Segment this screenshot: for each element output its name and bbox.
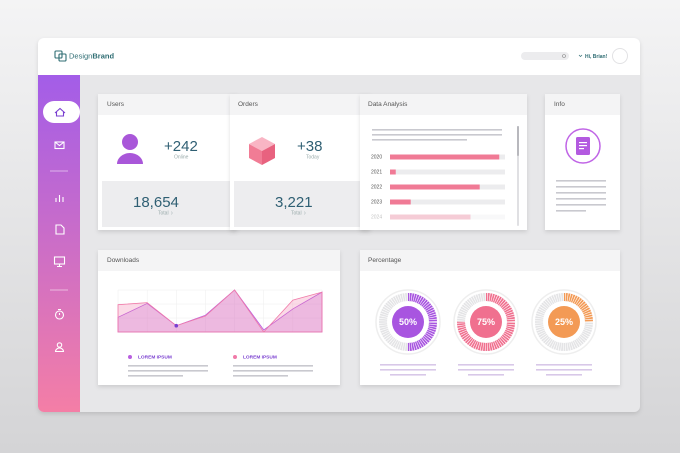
placeholder-text xyxy=(468,374,504,376)
orders-icon xyxy=(249,137,275,165)
bar-label: 2023 xyxy=(371,199,382,205)
bar xyxy=(390,154,500,160)
bar-label: 2020 xyxy=(371,154,382,160)
donut-ticks xyxy=(534,292,594,352)
orders-delta-label: Today xyxy=(306,154,320,160)
donut-outer xyxy=(375,289,441,355)
chevron[interactable] xyxy=(303,211,306,215)
home-icon[interactable] xyxy=(54,107,66,117)
chart-icon[interactable] xyxy=(55,195,64,202)
bar xyxy=(390,199,411,205)
logo-regular: Design xyxy=(69,51,92,60)
card-header xyxy=(230,94,370,115)
users-delta-label: Online xyxy=(174,154,189,160)
donut-list: 50% 75% 25% xyxy=(375,289,597,376)
document-icon[interactable] xyxy=(55,224,65,235)
monitor-icon[interactable] xyxy=(53,256,66,268)
bar-list: 2020 2021 2022 2023 2024 xyxy=(371,154,505,220)
area-chart: LOREM IPSUM LOREM IPSUM xyxy=(117,289,323,360)
bar xyxy=(390,214,471,220)
users-icon xyxy=(117,134,143,164)
donut-label: 50% xyxy=(399,317,417,327)
sidebar xyxy=(38,75,80,412)
donut-outer xyxy=(531,289,597,355)
area xyxy=(117,289,323,333)
bar-label: 2021 xyxy=(371,169,382,175)
card-title: Data Analysis xyxy=(368,101,408,108)
placeholder-text xyxy=(546,374,582,376)
card-title: Downloads xyxy=(107,257,140,264)
orders-total-panel xyxy=(234,181,366,227)
donut-center xyxy=(470,306,502,338)
nav-home-active[interactable] xyxy=(43,101,80,123)
card-title: Info xyxy=(554,101,565,108)
user-icon[interactable] xyxy=(54,342,65,353)
card-header xyxy=(360,250,620,271)
donut-center xyxy=(548,306,580,338)
chevron[interactable] xyxy=(170,211,173,215)
dropdown-icon[interactable] xyxy=(578,54,583,57)
bar-label: 2024 xyxy=(371,214,382,220)
point xyxy=(174,323,179,328)
card-header xyxy=(98,250,340,271)
placeholder-text xyxy=(380,369,436,371)
bar-track xyxy=(390,199,505,205)
bar xyxy=(390,184,480,190)
info-icon-lines xyxy=(579,142,587,150)
placeholder-text xyxy=(380,364,436,366)
placeholder-text xyxy=(390,374,426,376)
orders-total-label: Total xyxy=(291,210,302,216)
placeholder-text xyxy=(372,129,502,141)
placeholder-text xyxy=(128,365,313,377)
card-title: Orders xyxy=(238,101,259,108)
donut-ticks xyxy=(378,292,438,352)
orders-total: 3,221 xyxy=(275,194,313,211)
card-header xyxy=(98,94,237,115)
donut-center xyxy=(392,306,424,338)
placeholder-text xyxy=(536,364,592,366)
legend-label: LOREM IPSUM xyxy=(243,354,277,360)
logo-text: DesignBrand xyxy=(69,51,114,60)
bar-track xyxy=(390,169,505,175)
donut-label: 25% xyxy=(555,317,573,327)
orders-delta: +38 xyxy=(297,138,322,155)
card-header xyxy=(360,94,527,115)
legend-swatch xyxy=(233,355,237,359)
legend-label: LOREM IPSUM xyxy=(138,354,172,360)
mail-icon[interactable] xyxy=(54,141,65,150)
logo-bold: Brand xyxy=(92,51,114,60)
logo-icon xyxy=(54,50,67,62)
placeholder-text xyxy=(458,369,514,371)
placeholder-text xyxy=(458,364,514,366)
top-bar xyxy=(38,38,640,75)
nav-icons xyxy=(50,141,68,353)
card-title: Users xyxy=(107,101,125,108)
card-header xyxy=(545,94,620,115)
placeholder-text xyxy=(556,180,606,212)
bar-label: 2022 xyxy=(371,184,382,190)
timer-icon[interactable] xyxy=(54,308,65,320)
legend-swatch xyxy=(128,355,132,359)
greeting: Hi, Brian! xyxy=(585,54,608,60)
avatar[interactable] xyxy=(612,48,628,64)
card-title: Percentage xyxy=(368,257,402,264)
scrollbar-thumb[interactable] xyxy=(517,126,519,156)
users-delta: +242 xyxy=(164,138,198,155)
bar-track xyxy=(390,214,505,220)
donut-label: 75% xyxy=(477,317,495,327)
placeholder-text xyxy=(536,369,592,371)
data-analysis-card xyxy=(360,94,527,230)
donut-ticks xyxy=(456,292,516,352)
downloads-card xyxy=(98,250,340,385)
users-total: 18,654 xyxy=(133,194,179,211)
users-total-label: Total xyxy=(158,210,169,216)
bar xyxy=(390,169,396,175)
search-icon[interactable] xyxy=(562,54,566,58)
users-total-panel xyxy=(102,181,233,227)
donut-outer xyxy=(453,289,519,355)
search-box[interactable] xyxy=(521,52,569,60)
